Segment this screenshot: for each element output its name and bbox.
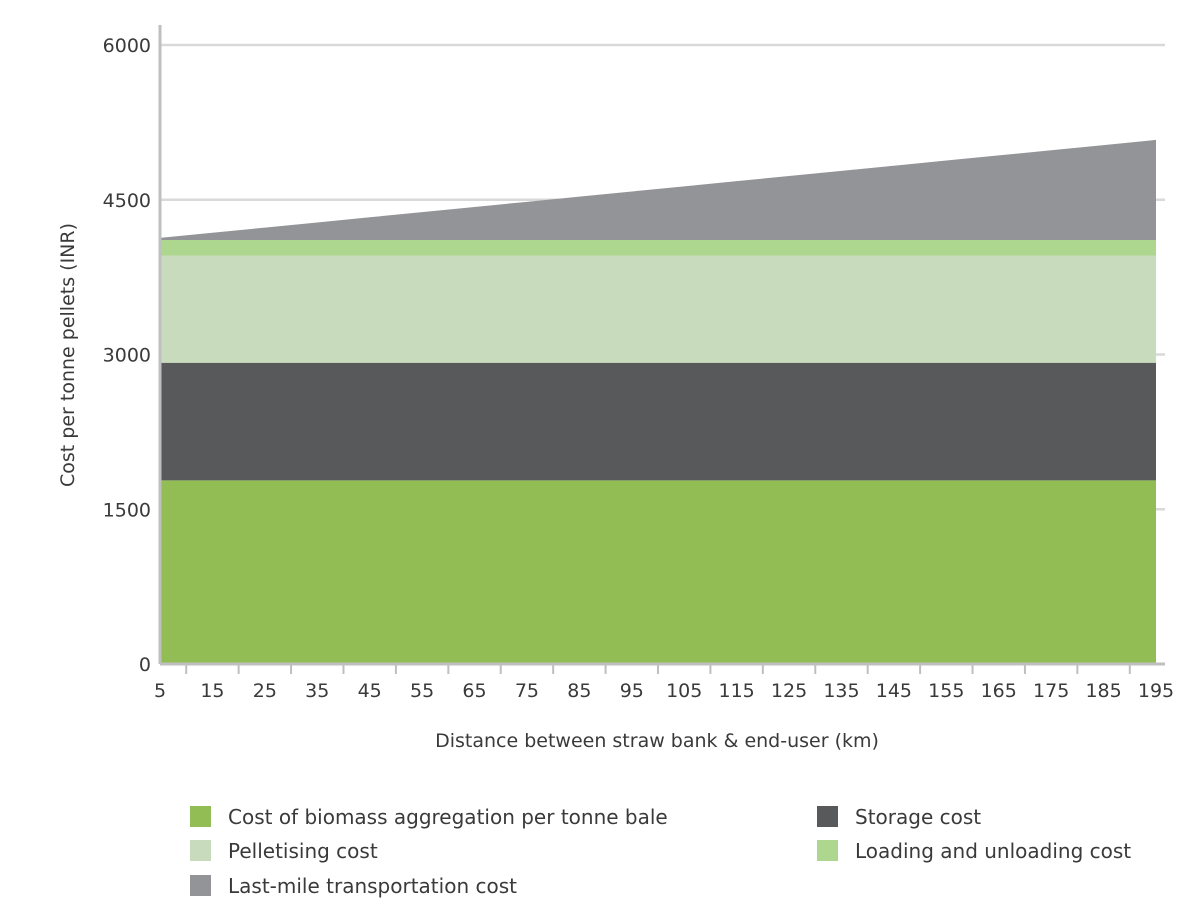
y-tick-labels: 0 1500 3000 4500 6000 (103, 35, 151, 676)
legend-swatch (817, 806, 838, 827)
legend-swatch (190, 806, 211, 827)
legend-label: Cost of biomass aggregation per tonne ba… (228, 805, 668, 829)
y-tick-label: 3000 (103, 345, 151, 367)
area-storage-cost (160, 362, 1156, 481)
legend-swatch (817, 840, 838, 861)
x-tick-label: 55 (410, 680, 434, 702)
x-tick-label: 15 (200, 680, 224, 702)
area-series (160, 139, 1156, 664)
x-tick-label: 145 (876, 680, 912, 702)
legend-item: Cost of biomass aggregation per tonne ba… (190, 805, 668, 829)
x-tick-label: 65 (462, 680, 486, 702)
legend-label: Loading and unloading cost (855, 839, 1131, 863)
x-tick-label: 75 (515, 680, 539, 702)
legend-label: Pelletising cost (228, 839, 378, 863)
x-tick-label: 185 (1085, 680, 1121, 702)
x-tick-label: 5 (154, 680, 166, 702)
axes (158, 25, 1165, 674)
y-tick-label: 1500 (103, 499, 151, 521)
y-tick-label: 0 (139, 654, 151, 676)
legend-label: Storage cost (855, 805, 981, 829)
area-pelletising-cost (160, 255, 1156, 363)
x-tick-label: 165 (981, 680, 1017, 702)
x-tick-label: 85 (567, 680, 591, 702)
x-tick-label: 95 (620, 680, 644, 702)
x-tick-label: 45 (358, 680, 382, 702)
x-tick-label: 125 (771, 680, 807, 702)
x-tick-label: 155 (928, 680, 964, 702)
y-axis-title: Cost per tonne pellets (INR) (57, 223, 79, 487)
area-loading-and-unloading-cost (160, 239, 1156, 256)
x-tick-label: 25 (253, 680, 277, 702)
legend-item: Pelletising cost (190, 839, 378, 863)
y-tick-label: 6000 (103, 35, 151, 57)
x-tick-label: 195 (1138, 680, 1174, 702)
legend-swatch (190, 840, 211, 861)
legend-item: Storage cost (817, 805, 981, 829)
legend-label: Last-mile transportation cost (228, 874, 517, 898)
legend-swatch (190, 875, 211, 896)
x-tick-label: 175 (1033, 680, 1069, 702)
x-tick-label: 35 (305, 680, 329, 702)
legend-item: Last-mile transportation cost (190, 874, 517, 898)
x-axis-title: Distance between straw bank & end-user (… (435, 730, 879, 752)
area-cost-of-biomass-aggregation-per-tonne-bale (160, 480, 1156, 664)
legend-item: Loading and unloading cost (817, 839, 1131, 863)
x-tick-label: 135 (823, 680, 859, 702)
x-tick-labels: 5 15 25 35 45 55 65 75 85 95 105 115 125 135 145 155 165… (154, 680, 1174, 702)
x-tick-label: 115 (718, 680, 754, 702)
area-last-mile-transportation-cost (160, 139, 1156, 240)
y-tick-label: 4500 (103, 190, 151, 212)
x-tick-label: 105 (666, 680, 702, 702)
legend: Cost of biomass aggregation per tonne ba… (190, 805, 1131, 898)
